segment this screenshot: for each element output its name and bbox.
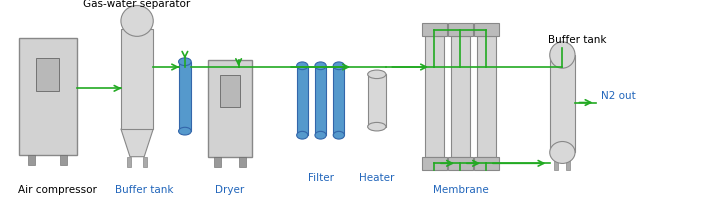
- Ellipse shape: [297, 63, 308, 70]
- Bar: [220, 75, 240, 107]
- Ellipse shape: [333, 63, 344, 70]
- Text: Buffer tank: Buffer tank: [548, 35, 607, 44]
- Bar: [60, 156, 67, 166]
- Bar: [474, 157, 499, 170]
- Ellipse shape: [368, 123, 386, 131]
- Ellipse shape: [179, 59, 191, 66]
- Polygon shape: [121, 129, 153, 157]
- Bar: [208, 61, 252, 158]
- Bar: [37, 58, 59, 91]
- Text: Filter: Filter: [308, 172, 333, 182]
- Ellipse shape: [368, 71, 386, 79]
- Bar: [315, 66, 326, 136]
- Bar: [121, 29, 153, 129]
- Bar: [448, 24, 473, 37]
- Bar: [451, 37, 470, 157]
- Bar: [19, 38, 77, 156]
- Bar: [550, 56, 575, 153]
- Bar: [448, 157, 473, 170]
- Bar: [238, 158, 245, 168]
- Text: Heater: Heater: [359, 172, 394, 182]
- Bar: [143, 157, 147, 168]
- Ellipse shape: [297, 132, 308, 139]
- Text: Air compressor: Air compressor: [18, 184, 96, 194]
- Bar: [425, 37, 444, 157]
- Bar: [214, 158, 221, 168]
- Bar: [567, 160, 571, 170]
- Ellipse shape: [315, 132, 326, 139]
- Bar: [368, 75, 386, 127]
- Bar: [28, 156, 35, 166]
- Text: Dryer: Dryer: [215, 184, 245, 194]
- Ellipse shape: [550, 142, 575, 164]
- Bar: [422, 157, 447, 170]
- Ellipse shape: [550, 43, 575, 69]
- Text: Membrane: Membrane: [432, 184, 489, 194]
- Bar: [554, 160, 558, 170]
- Bar: [297, 66, 308, 136]
- Ellipse shape: [179, 128, 191, 135]
- Ellipse shape: [315, 63, 326, 70]
- Ellipse shape: [333, 132, 344, 139]
- Bar: [127, 157, 131, 168]
- Bar: [422, 24, 447, 37]
- Bar: [477, 37, 496, 157]
- Bar: [474, 24, 499, 37]
- Text: Buffer tank: Buffer tank: [115, 184, 173, 194]
- Bar: [333, 66, 344, 136]
- Text: Gas-water separator: Gas-water separator: [84, 0, 191, 9]
- Bar: [179, 62, 191, 132]
- Text: N2 out: N2 out: [601, 91, 636, 101]
- Ellipse shape: [121, 6, 153, 37]
